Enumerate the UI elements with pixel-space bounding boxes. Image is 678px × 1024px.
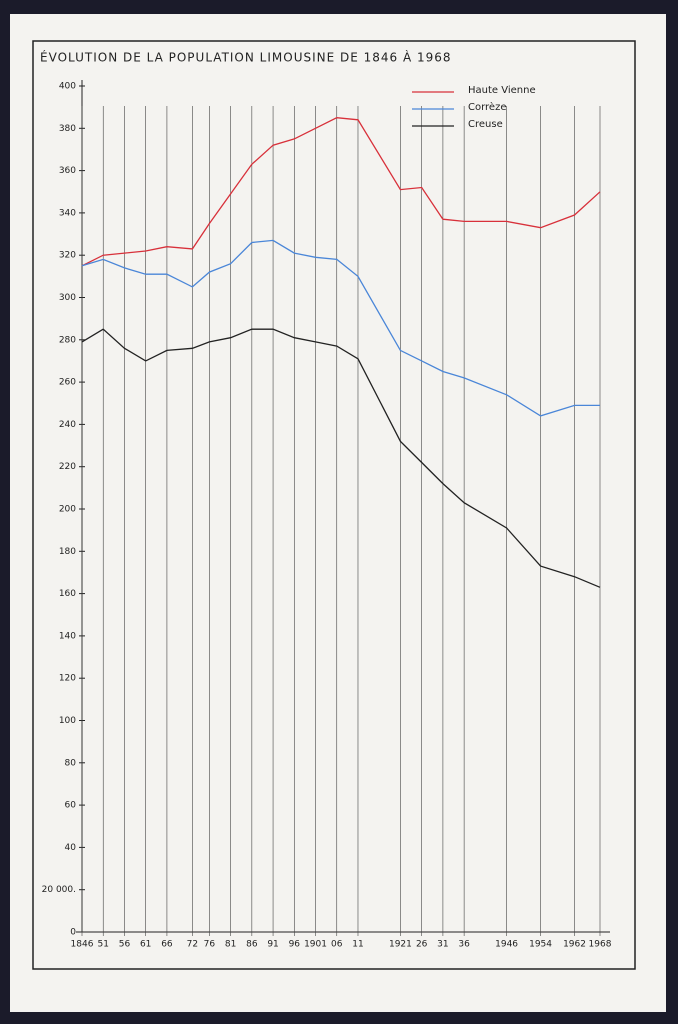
x-tick-label: 1962 xyxy=(563,940,586,950)
x-tick-label: 1901 xyxy=(304,940,327,950)
x-tick-label: 1921 xyxy=(389,940,412,950)
y-tick-label: 200 xyxy=(59,505,76,515)
legend-label: Creuse xyxy=(468,119,503,130)
y-tick-label: 300 xyxy=(59,293,76,303)
x-tick-label: 66 xyxy=(161,940,173,950)
x-tick-label: 06 xyxy=(331,940,343,950)
paper xyxy=(10,14,666,1012)
x-tick-label: 31 xyxy=(437,940,448,950)
x-tick-label: 81 xyxy=(225,940,236,950)
x-tick-label: 61 xyxy=(140,940,151,950)
y-tick-label: 400 xyxy=(59,82,76,92)
y-tick-label: 140 xyxy=(59,631,76,641)
x-tick-label: 11 xyxy=(352,940,363,950)
y-tick-label: 280 xyxy=(59,335,76,345)
x-tick-label: 36 xyxy=(458,940,470,950)
x-tick-label: 1946 xyxy=(495,940,518,950)
x-tick-label: 72 xyxy=(187,940,198,950)
y-tick-label: 220 xyxy=(59,462,76,472)
x-tick-label: 96 xyxy=(289,940,301,950)
y-tick-label: 120 xyxy=(59,674,76,684)
x-tick-label: 1954 xyxy=(529,940,552,950)
y-tick-label: 100 xyxy=(59,716,76,726)
y-tick-label: 20 000. xyxy=(42,885,76,895)
legend-label: Haute Vienne xyxy=(468,85,536,96)
chart-title: ÉVOLUTION DE LA POPULATION LIMOUSINE DE … xyxy=(40,50,452,65)
frame xyxy=(32,40,636,970)
x-tick-label: 86 xyxy=(246,940,258,950)
y-tick-label: 380 xyxy=(59,124,76,134)
x-tick-label: 56 xyxy=(119,940,131,950)
x-tick-label: 1968 xyxy=(589,940,612,950)
y-tick-label: 240 xyxy=(59,420,76,430)
y-tick-label: 60 xyxy=(65,801,77,811)
series-line xyxy=(81,117,601,267)
y-tick-label: 320 xyxy=(59,251,76,261)
x-tick-label: 91 xyxy=(267,940,278,950)
x-tick-label: 1846 xyxy=(71,940,94,950)
y-tick-label: 340 xyxy=(59,208,76,218)
y-tick-label: 40 xyxy=(65,843,77,853)
y-tick-label: 260 xyxy=(59,378,76,388)
y-tick-label: 0 xyxy=(70,928,76,938)
legend-label: Corrèze xyxy=(468,101,506,113)
series-line xyxy=(81,328,601,588)
x-tick-label: 26 xyxy=(416,940,428,950)
series-line xyxy=(81,239,600,417)
x-tick-label: 51 xyxy=(98,940,109,950)
y-tick-label: 180 xyxy=(59,547,76,557)
y-tick-label: 360 xyxy=(59,166,76,176)
x-tick-label: 76 xyxy=(204,940,216,950)
y-tick-label: 80 xyxy=(65,758,77,768)
y-tick-label: 160 xyxy=(59,589,76,599)
